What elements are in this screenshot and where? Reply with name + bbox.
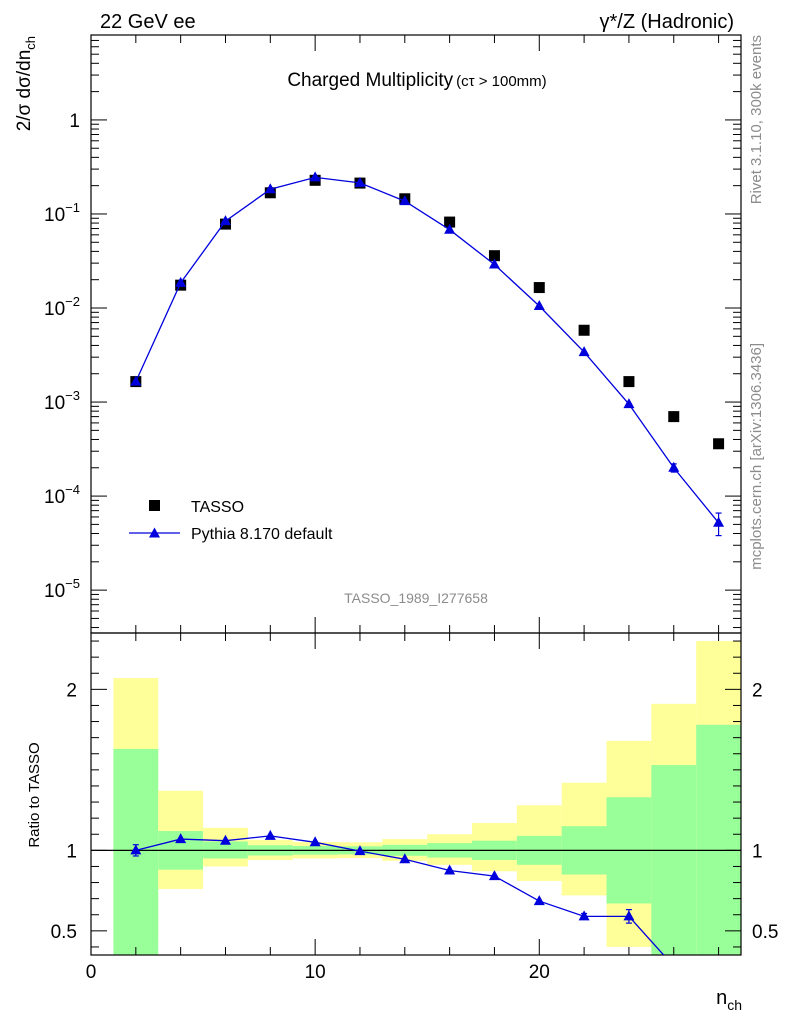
ratio-y-axis-label: Ratio to TASSO	[26, 742, 43, 847]
ratio-pythia-point	[130, 844, 142, 855]
ratio-plot-frame	[90, 632, 742, 956]
main-y-axis-label: 2/σ dσ/dnch	[14, 36, 38, 131]
ratio-pythia-point	[399, 853, 411, 864]
main-y-tick-label: 10−4	[44, 482, 80, 508]
tasso-data-point	[444, 216, 456, 228]
ratio-pythia-point	[219, 834, 231, 845]
rivet-version-label: Rivet 3.1.10, 300k events	[748, 35, 765, 204]
main-y-tick-label-base: 10	[44, 393, 65, 414]
x-tick-label: 20	[529, 962, 550, 983]
tasso-data-point	[488, 250, 500, 262]
pythia-data-point	[130, 375, 142, 386]
pythia-line	[135, 176, 720, 524]
pythia-data-point	[533, 300, 545, 311]
tasso-data-point	[713, 438, 725, 450]
main-y-tick-label-base: 10	[44, 581, 65, 602]
main-y-tick-label-exponent: −3	[65, 388, 80, 403]
chart-title-main: Charged Multiplicity	[287, 70, 453, 91]
pythia-data-point	[668, 461, 680, 472]
tasso-data-point	[578, 324, 590, 336]
ratio-bands	[113, 641, 741, 955]
pythia-data-point	[488, 258, 500, 269]
main-y-axis-label-main: 2/σ dσ/dn	[14, 50, 35, 132]
ratio-y-tick-label-right: 0.5	[752, 922, 778, 943]
main-y-tick-label-exponent: −4	[65, 482, 80, 497]
ratio-data-layer	[130, 829, 665, 955]
legend-marker-pythia	[149, 527, 160, 538]
pythia-data-point	[444, 223, 456, 234]
analysis-id-label: TASSO_1989_I277658	[344, 590, 488, 606]
main-y-tick-label: 10−3	[44, 388, 80, 414]
ratio-inner-band	[696, 724, 741, 955]
pythia-data-point	[175, 276, 187, 287]
ratio-pythia-point	[175, 833, 187, 844]
x-tick-label: 0	[86, 962, 97, 983]
ratio-inner-band	[651, 765, 697, 955]
legend-label-pythia: Pythia 8.170 default	[191, 526, 333, 543]
tasso-data-point	[623, 376, 635, 388]
main-y-tick-label: 1	[69, 111, 80, 132]
chart-title-note: (cτ > 100mm)	[456, 73, 547, 90]
ratio-pythia-point	[444, 864, 456, 875]
ratio-pythia-point	[623, 910, 635, 921]
header-right-label: γ*/Z (Hadronic)	[600, 11, 734, 33]
main-y-tick-label: 10−5	[44, 576, 80, 602]
ratio-y-tick-label-right: 2	[752, 680, 763, 701]
ratio-series-group	[130, 829, 665, 955]
x-axis-label-sub: ch	[727, 997, 742, 1013]
pythia-data-point	[264, 183, 276, 194]
source-reference-label: mcplots.cern.ch [arXiv:1306.3436]	[748, 343, 765, 570]
tasso-data-point	[533, 282, 545, 294]
main-y-tick-label-exponent: −1	[65, 200, 80, 215]
legend-label-tasso: TASSO	[191, 499, 244, 516]
legend-marker-tasso	[149, 500, 160, 511]
ratio-y-tick-label-left: 1	[66, 841, 77, 862]
ratio-y-tick-label-left: 0.5	[51, 922, 77, 943]
pythia-data-point	[219, 215, 231, 226]
pythia-data-point	[623, 398, 635, 409]
main-data-layer	[130, 171, 725, 537]
ratio-y-tick-label-left: 2	[66, 680, 77, 701]
x-axis-label: nch	[716, 987, 742, 1013]
ratio-frame-border	[90, 632, 742, 956]
pythia-data-point	[578, 346, 590, 357]
ratio-pythia-point	[354, 845, 366, 856]
main-y-tick-label-base: 10	[44, 487, 65, 508]
main-y-tick-label: 10−2	[44, 294, 80, 320]
pythia-data-point	[354, 176, 366, 187]
main-y-axis-label-sub: ch	[23, 36, 38, 50]
ratio-pythia-point	[264, 829, 276, 840]
main-y-tick-label-base: 10	[44, 205, 65, 226]
legend: TASSO Pythia 8.170 default	[129, 499, 333, 543]
ratio-pythia-point	[309, 836, 321, 847]
header-left-label: 22 GeV ee	[100, 11, 196, 33]
main-y-tick-label: 10−1	[44, 200, 80, 226]
pythia-data-point	[399, 195, 411, 206]
x-axis-label-main: n	[716, 987, 727, 1009]
tasso-data-point	[668, 411, 680, 423]
x-tick-label: 10	[305, 962, 326, 983]
ratio-pythia-point	[533, 895, 545, 906]
tick-labels: 110−110−210−310−410−50.5 0.51 12 20 10 20	[44, 111, 778, 983]
main-frame-border	[90, 34, 742, 634]
chart-title: Charged Multiplicity (cτ > 100mm)	[287, 70, 546, 91]
main-plot-frame	[90, 34, 742, 634]
ratio-pythia-point	[488, 870, 500, 881]
main-y-tick-label-exponent: −5	[65, 576, 80, 591]
ratio-y-tick-label-right: 1	[752, 841, 763, 862]
pythia-data-point	[713, 516, 725, 527]
pythia-data-point	[309, 171, 321, 182]
ratio-pythia-point	[578, 910, 590, 921]
main-y-tick-label-exponent: −2	[65, 294, 80, 309]
main-y-tick-label-base: 10	[44, 299, 65, 320]
